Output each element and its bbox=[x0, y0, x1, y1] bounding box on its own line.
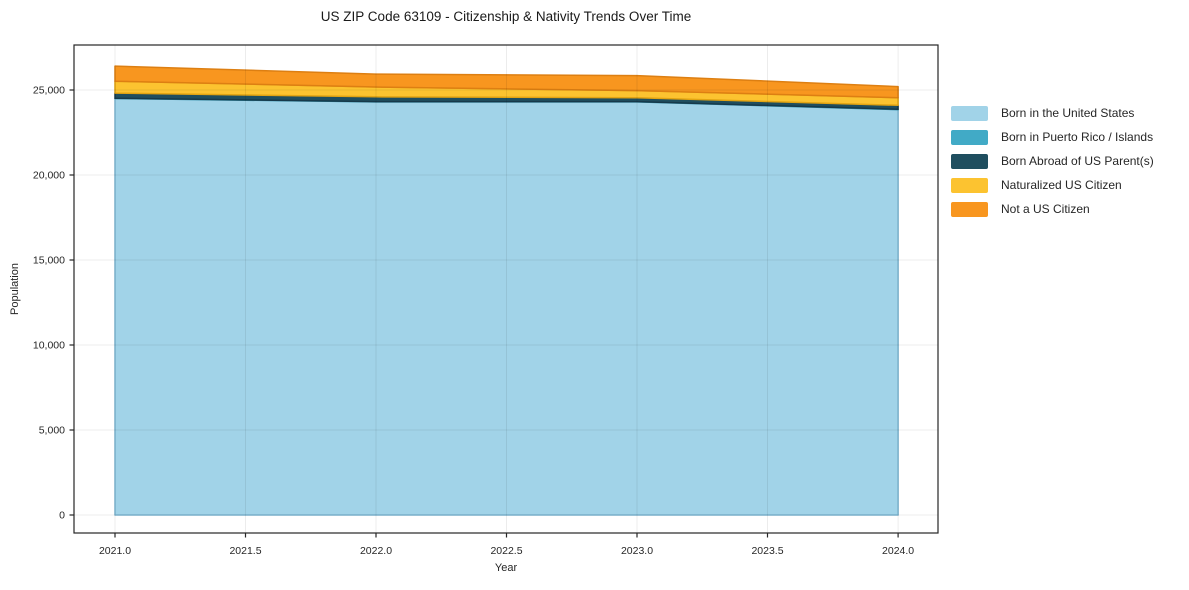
chart-title: US ZIP Code 63109 - Citizenship & Nativi… bbox=[320, 9, 692, 24]
area-not-a-us-citizen bbox=[114, 65, 899, 99]
legend-item: Born in the United States bbox=[951, 101, 1154, 125]
x-tick-label: 2021.0 bbox=[99, 545, 131, 557]
y-tick-label: 20,000 bbox=[33, 170, 65, 182]
legend-label: Naturalized US Citizen bbox=[1001, 178, 1122, 192]
legend-swatch bbox=[951, 105, 988, 121]
legend-label: Born in Puerto Rico / Islands bbox=[1001, 130, 1154, 144]
legend-swatch bbox=[951, 177, 988, 193]
legend-item: Born Abroad of US Parent(s) bbox=[951, 149, 1154, 173]
y-tick-label: 0 bbox=[59, 510, 65, 522]
legend-label: Not a US Citizen bbox=[1001, 202, 1090, 216]
x-tick-label: 2022.5 bbox=[490, 545, 522, 557]
y-tick-label: 5,000 bbox=[39, 425, 65, 437]
legend-item: Born in Puerto Rico / Islands bbox=[951, 125, 1154, 149]
legend: Born in the United States Born in Puerto … bbox=[951, 101, 1154, 221]
legend-swatch bbox=[951, 201, 988, 217]
x-tick-label: 2024.0 bbox=[882, 545, 914, 557]
legend-label: Born Abroad of US Parent(s) bbox=[1001, 154, 1154, 168]
legend-swatch bbox=[951, 129, 988, 145]
legend-item: Not a US Citizen bbox=[951, 197, 1154, 221]
x-axis-label: Year bbox=[494, 562, 518, 574]
legend-swatch bbox=[951, 153, 988, 169]
x-tick-label: 2023.5 bbox=[751, 545, 783, 557]
legend-item: Naturalized US Citizen bbox=[951, 173, 1154, 197]
legend-label: Born in the United States bbox=[1001, 106, 1135, 120]
x-tick-label: 2022.0 bbox=[360, 545, 392, 557]
y-axis-label: Population bbox=[9, 263, 21, 315]
x-tick-label: 2023.0 bbox=[621, 545, 653, 557]
y-tick-label: 15,000 bbox=[33, 255, 65, 267]
stacked-areas bbox=[114, 65, 899, 516]
y-tick-label: 10,000 bbox=[33, 340, 65, 352]
gridlines bbox=[74, 45, 938, 533]
y-tick-label: 25,000 bbox=[33, 85, 65, 97]
axis-ticks: 2021.0 2021.5 2022.0 2022.5 2023.0 2023.5 2024… bbox=[33, 85, 914, 558]
x-tick-label: 2021.5 bbox=[229, 545, 261, 557]
